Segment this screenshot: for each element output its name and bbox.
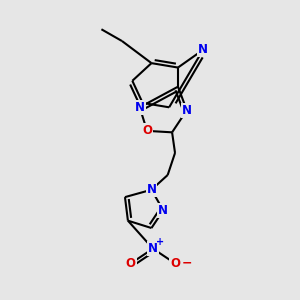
Text: N: N	[182, 104, 192, 117]
Text: +: +	[156, 237, 164, 247]
Text: N: N	[148, 242, 158, 255]
Text: O: O	[142, 124, 152, 137]
Text: O: O	[170, 257, 180, 270]
Text: N: N	[146, 183, 157, 196]
Text: N: N	[135, 101, 145, 114]
Text: −: −	[182, 257, 192, 270]
Text: O: O	[126, 257, 136, 270]
Text: N: N	[198, 44, 208, 56]
Text: N: N	[158, 204, 168, 217]
